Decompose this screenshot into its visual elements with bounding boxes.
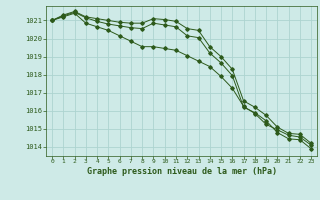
X-axis label: Graphe pression niveau de la mer (hPa): Graphe pression niveau de la mer (hPa) [87, 167, 276, 176]
